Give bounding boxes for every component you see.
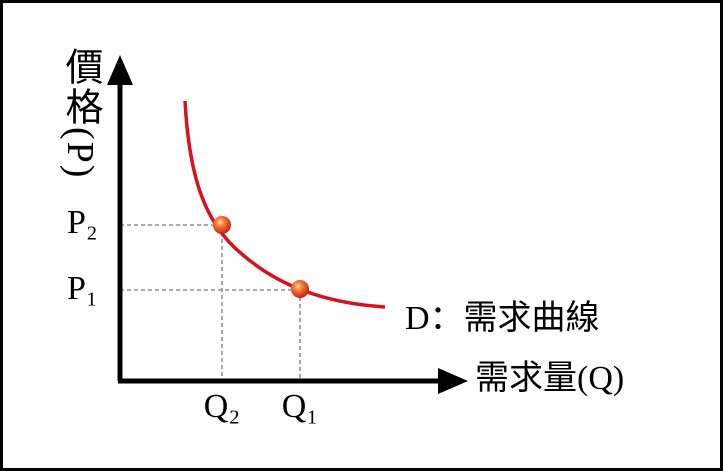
curve-label: D：需求曲線 [405, 299, 600, 337]
canvas: P₂ P₁ Q₂ Q₁ D：需求曲線 需求量(Q) [67, 55, 624, 425]
y-label: P₁ [67, 270, 98, 307]
y-label: P₂ [67, 204, 98, 241]
point [291, 280, 309, 298]
y-axis-label: 價格(P) [59, 47, 101, 180]
x-arrow [438, 368, 468, 394]
y-arrow [107, 55, 133, 85]
x-axis-label: 需求量(Q) [475, 360, 624, 397]
x-label: Q₁ [282, 388, 318, 425]
guide-lines [120, 224, 301, 380]
point [213, 216, 231, 234]
x-label: Q₂ [204, 388, 240, 425]
demand-curve [183, 100, 386, 309]
